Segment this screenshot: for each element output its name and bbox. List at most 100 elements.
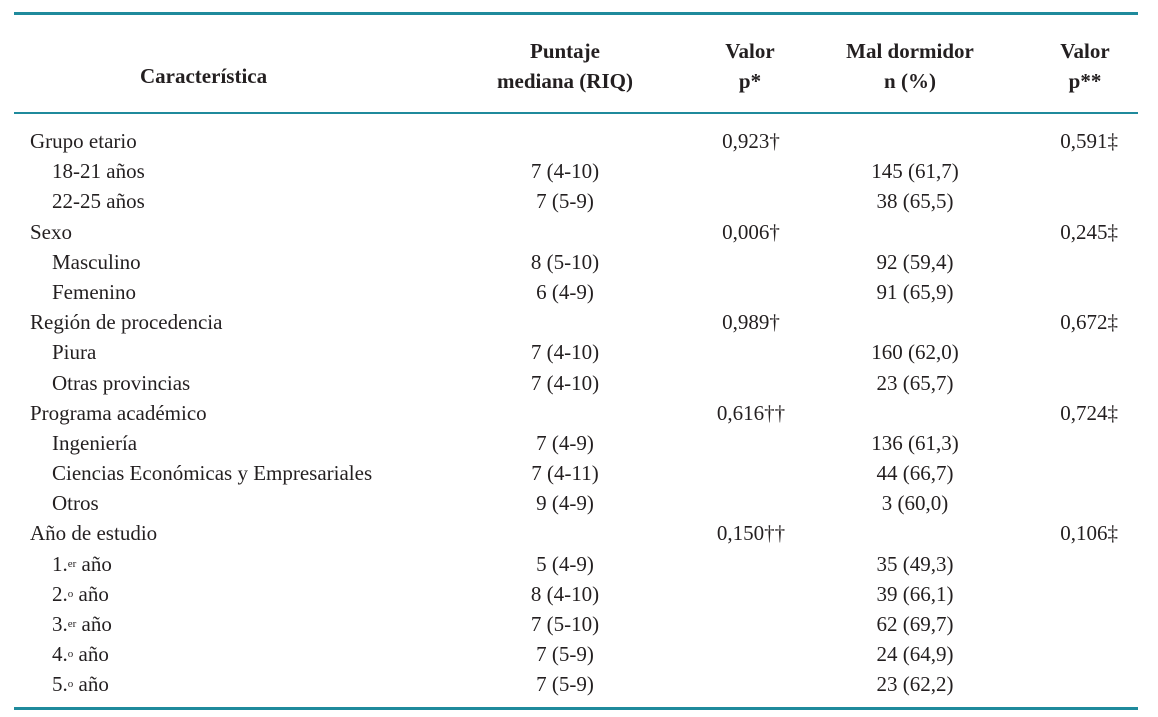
row-label-suffix: año (73, 672, 109, 697)
table-row: 4.o año 7 (5-9) 24 (64,9) (0, 639, 1158, 669)
row-label-text: 5. (52, 672, 68, 697)
table-group-row: Año de estudio 0,150†† 0,106‡ (0, 518, 1158, 548)
puntaje-cell: 7 (5-9) (536, 189, 594, 214)
mal-dormidor-cell: 39 (66,1) (876, 581, 954, 606)
table-top-rule (14, 12, 1138, 15)
table-row: 2.o año 8 (4-10) 39 (66,1) (0, 579, 1158, 609)
table-row: 5.o año 7 (5-9) 23 (62,2) (0, 669, 1158, 699)
mal-dormidor-cell: 23 (62,2) (876, 672, 954, 697)
valor-p2-cell: 0,672‡ (1060, 310, 1118, 335)
valor-p2-cell: 0,591‡ (1060, 129, 1118, 153)
row-label-text: 22-25 años (52, 189, 145, 214)
row-label-superscript: o (67, 587, 74, 600)
table-row: 3.er año 7 (5-10) 62 (69,7) (0, 609, 1158, 639)
row-label-text: Sexo (30, 219, 72, 244)
row-label-text: Ciencias Económicas y Empresariales (52, 461, 373, 486)
row-label: Año de estudio (30, 518, 157, 548)
valor-p1-cell: 0,616†† (716, 400, 786, 425)
puntaje-cell: 9 (4-9) (536, 491, 594, 516)
valor-p2-cell: 0,724‡ (1060, 400, 1118, 425)
row-label-superscript: o (67, 678, 74, 691)
header-valor-p1: Valor p* (725, 39, 775, 93)
row-label-text: Otros (52, 491, 99, 516)
table-row: Femenino 6 (4-9) 91 (65,9) (0, 277, 1158, 307)
row-label: 4.o año (52, 639, 109, 669)
table-row: 1.er año 5 (4-9) 35 (49,3) (0, 549, 1158, 579)
row-label-text: 3. (52, 612, 68, 636)
row-label-superscript: er (67, 618, 77, 630)
row-label-text: 1. (52, 551, 68, 576)
puntaje-cell: 7 (4-10) (530, 159, 600, 184)
row-label-text: Otras provincias (52, 370, 191, 395)
row-label-suffix: año (73, 581, 109, 606)
mal-dormidor-cell: 23 (65,7) (876, 370, 954, 395)
puntaje-cell: 7 (4-11) (531, 461, 599, 486)
table-body: Grupo etario 0,923† 0,591‡ 18-21 años 7 (4-1… (0, 126, 1158, 700)
puntaje-cell: 8 (5-10) (530, 249, 600, 274)
puntaje-cell: 7 (4-10) (530, 370, 600, 395)
valor-p1-cell: 0,989† (722, 310, 780, 335)
row-label: Sexo (30, 217, 72, 247)
mal-dormidor-cell: 160 (62,0) (871, 340, 959, 365)
row-label-suffix: año (76, 612, 112, 636)
table-row: 18-21 años 7 (4-10) 145 (61,7) (0, 156, 1158, 186)
row-label: Ingeniería (52, 428, 137, 458)
valor-p1-cell: 0,923† (722, 129, 780, 153)
row-label: Grupo etario (30, 126, 137, 156)
row-label-text: Ingeniería (52, 430, 138, 455)
row-label: Femenino (52, 277, 136, 307)
mal-dormidor-cell: 44 (66,7) (876, 461, 954, 486)
table-group-row: Grupo etario 0,923† 0,591‡ (0, 126, 1158, 156)
table-row: Piura 7 (4-10) 160 (62,0) (0, 337, 1158, 367)
puntaje-cell: 7 (4-10) (530, 340, 600, 365)
mal-dormidor-cell: 145 (61,7) (871, 159, 959, 184)
puntaje-cell: 8 (4-10) (530, 581, 600, 606)
table-group-row: Región de procedencia 0,989† 0,672‡ (0, 307, 1158, 337)
row-label-text: 2. (52, 581, 68, 606)
row-label: 2.o año (52, 579, 109, 609)
puntaje-cell: 5 (4-9) (536, 551, 594, 576)
table-header-rule (14, 112, 1138, 114)
header-mal-dormidor: Mal dormidor n (%) (846, 39, 974, 93)
table-row: Otras provincias 7 (4-10) 23 (65,7) (0, 368, 1158, 398)
row-label: 18-21 años (52, 156, 145, 186)
row-label-superscript: er (67, 557, 77, 570)
row-label-text: Femenino (52, 279, 136, 304)
row-label: Masculino (52, 247, 141, 277)
row-label-text: Año de estudio (30, 521, 158, 546)
row-label-suffix: año (73, 642, 109, 667)
valor-p1-cell: 0,006† (722, 219, 780, 244)
puntaje-cell: 6 (4-9) (536, 279, 594, 304)
puntaje-cell: 7 (5-10) (530, 612, 600, 636)
table-row: 22-25 años 7 (5-9) 38 (65,5) (0, 186, 1158, 216)
row-label: Región de procedencia (30, 307, 222, 337)
row-label-superscript: o (67, 648, 74, 661)
mal-dormidor-cell: 91 (65,9) (876, 279, 954, 304)
puntaje-cell: 7 (5-9) (536, 642, 594, 667)
mal-dormidor-cell: 38 (65,5) (876, 189, 954, 214)
header-puntaje: Puntaje mediana (RIQ) (497, 39, 633, 93)
row-label-text: Piura (52, 340, 97, 365)
row-label: Ciencias Económicas y Empresariales (52, 458, 372, 488)
row-label-text: Grupo etario (30, 129, 137, 153)
mal-dormidor-cell: 92 (59,4) (876, 249, 954, 274)
row-label: Otras provincias (52, 368, 190, 398)
row-label: Programa académico (30, 398, 207, 428)
row-label-text: Región de procedencia (30, 310, 223, 335)
row-label: 3.er año (52, 609, 112, 639)
header-valor-p2: Valor p** (1060, 39, 1110, 93)
table-row: Masculino 8 (5-10) 92 (59,4) (0, 247, 1158, 277)
mal-dormidor-cell: 35 (49,3) (876, 551, 954, 576)
mal-dormidor-cell: 136 (61,3) (871, 430, 959, 455)
row-label: Piura (52, 337, 96, 367)
table-row: Ingeniería 7 (4-9) 136 (61,3) (0, 428, 1158, 458)
row-label-text: Programa académico (30, 400, 207, 425)
puntaje-cell: 7 (5-9) (536, 672, 594, 697)
table-row: Otros 9 (4-9) 3 (60,0) (0, 488, 1158, 518)
row-label-suffix: año (76, 551, 112, 576)
mal-dormidor-cell: 62 (69,7) (876, 612, 954, 636)
table-group-row: Sexo 0,006† 0,245‡ (0, 217, 1158, 247)
mal-dormidor-cell: 24 (64,9) (876, 642, 954, 667)
valor-p2-cell: 0,245‡ (1060, 219, 1118, 244)
valor-p1-cell: 0,150†† (716, 521, 786, 546)
